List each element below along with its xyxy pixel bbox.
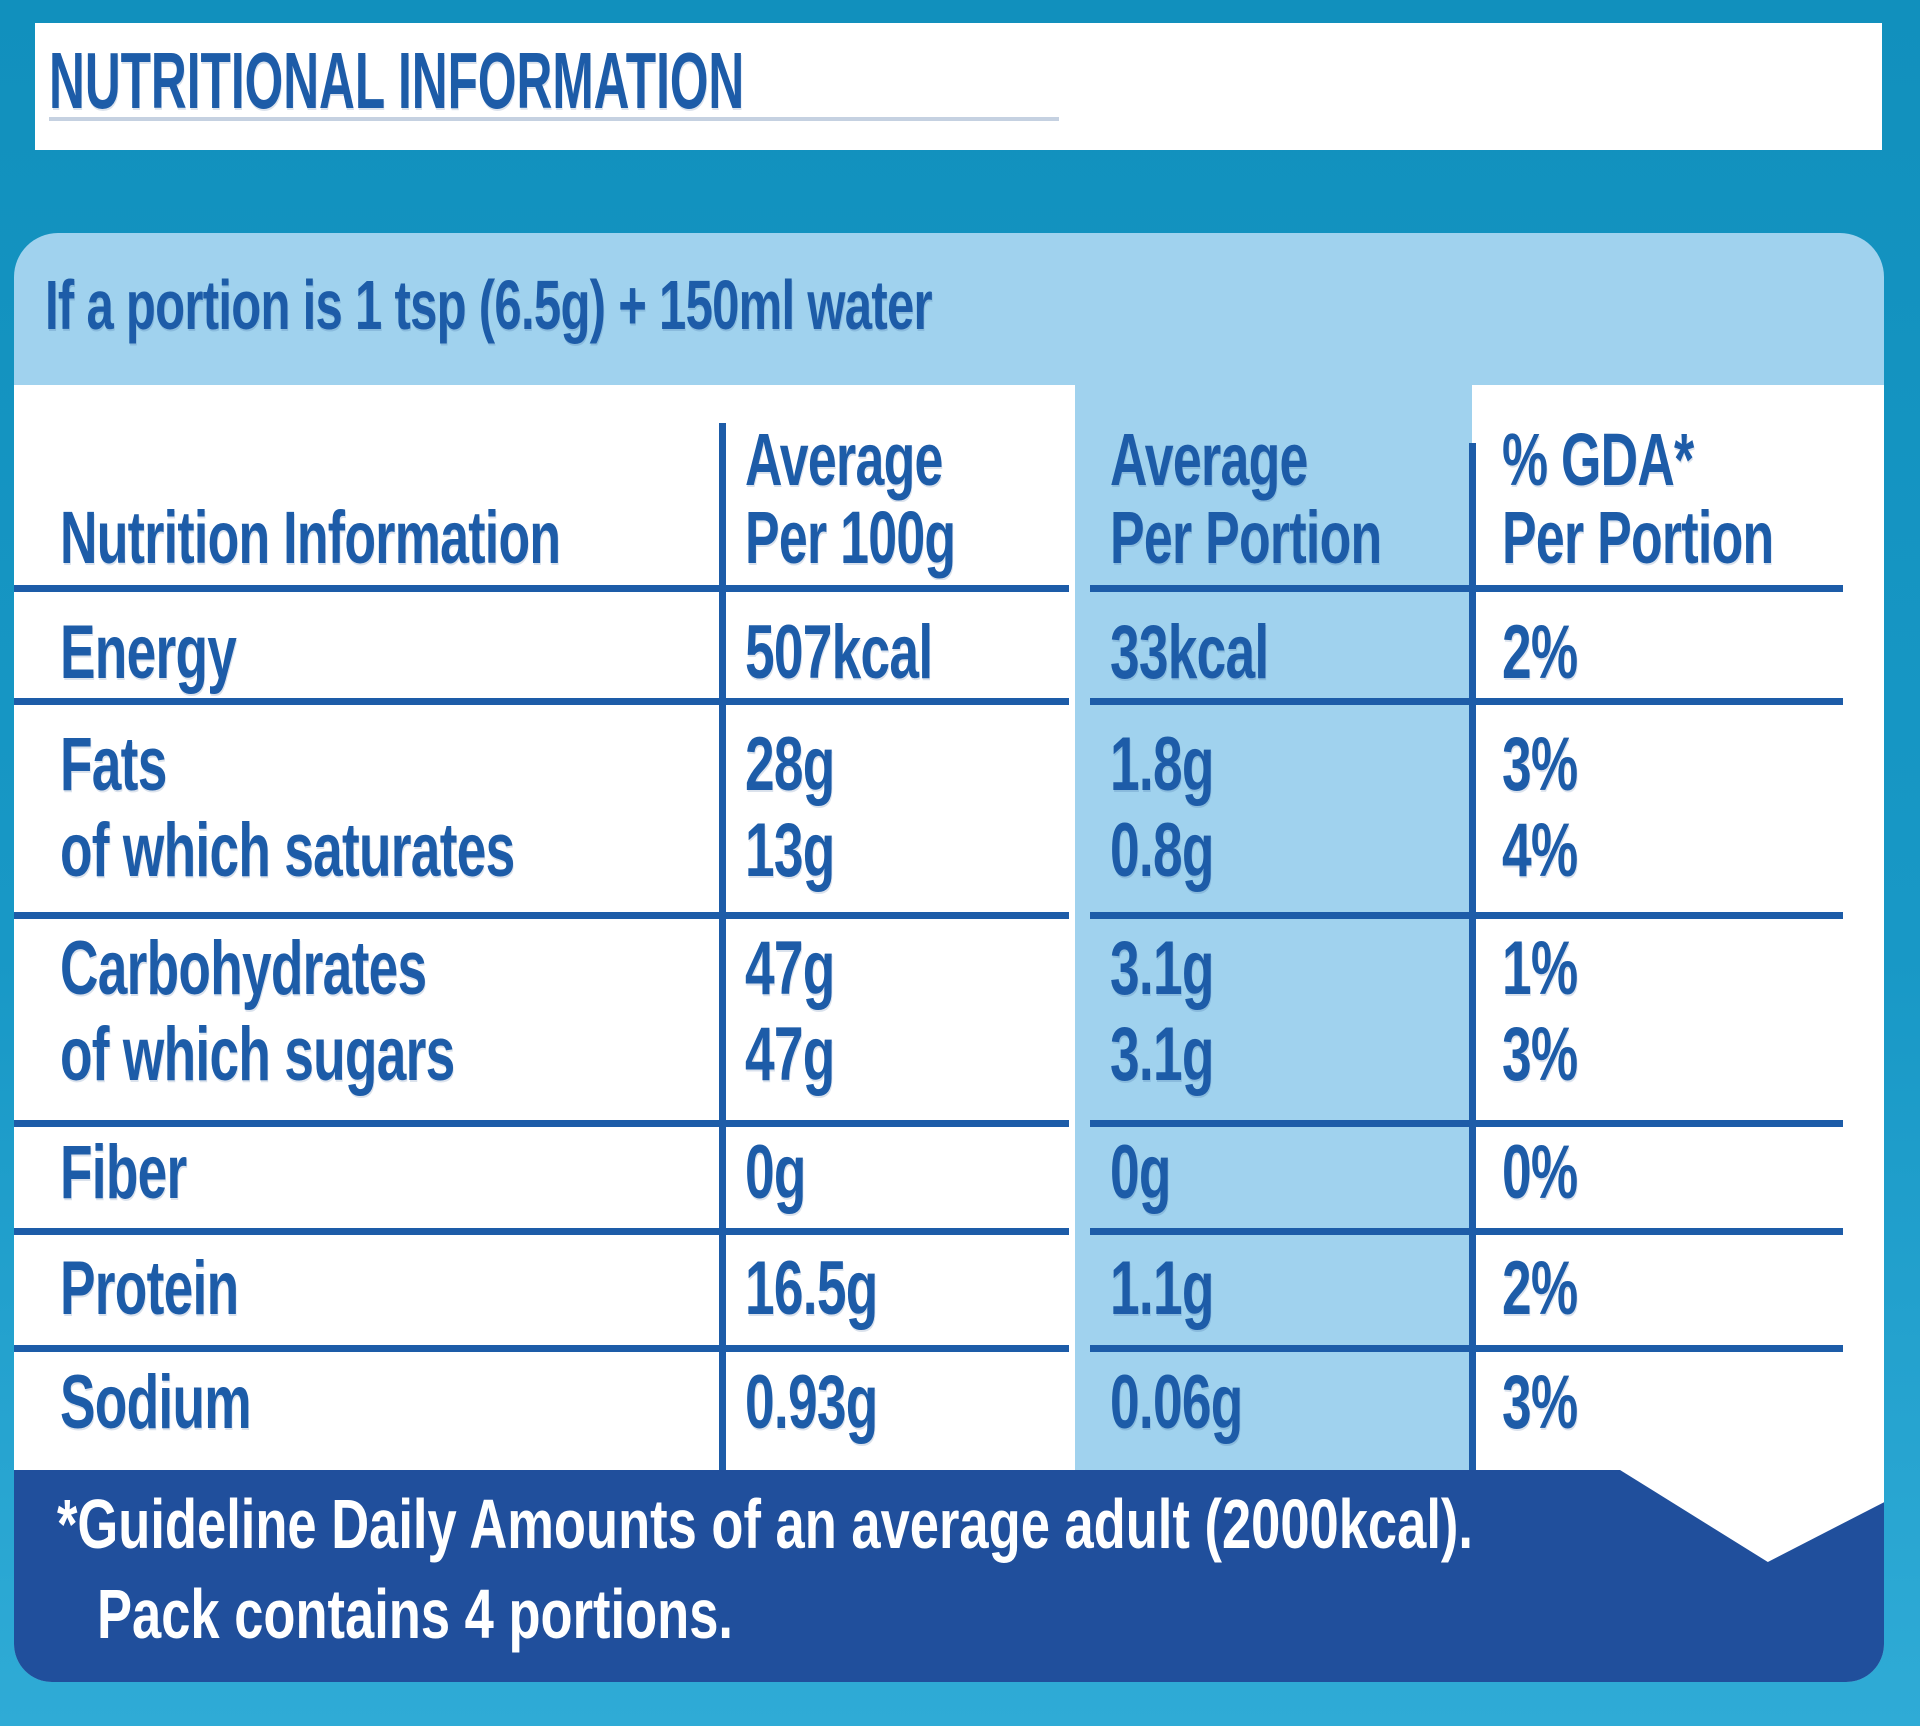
- row-sodium-per100: 0.93g: [745, 1360, 878, 1445]
- row-energy-portion: 33kcal: [1110, 610, 1269, 695]
- title-underline: [49, 117, 1059, 121]
- row-carbohydrates-per100: 47g: [745, 926, 835, 1011]
- row-sodium-name: Sodium: [60, 1360, 252, 1445]
- row-rule-protein-mid: [1090, 1345, 1469, 1352]
- footnote-line2: Pack contains 4 portions.: [97, 1575, 733, 1653]
- row-sugars-portion: 3.1g: [1110, 1012, 1214, 1097]
- row-sodium-portion: 0.06g: [1110, 1360, 1243, 1445]
- row-rule-protein-left: [14, 1345, 1069, 1352]
- row-rule-fiber-mid: [1090, 1228, 1469, 1235]
- row-saturates-gda: 4%: [1502, 808, 1578, 893]
- row-rule-fats-left: [14, 912, 1069, 919]
- row-sugars-gda: 3%: [1502, 1012, 1578, 1097]
- row-rule-fiber-right: [1476, 1228, 1843, 1235]
- row-fiber-portion: 0g: [1110, 1130, 1171, 1215]
- header-average-per-100g-line2: Per 100g: [745, 496, 956, 579]
- row-fats-name: Fats: [60, 722, 167, 807]
- page-title: NUTRITIONAL INFORMATION: [49, 36, 745, 125]
- row-rule-protein-right: [1476, 1345, 1843, 1352]
- row-energy-per100: 507kcal: [745, 610, 933, 695]
- row-rule-energy-left: [14, 698, 1069, 705]
- row-rule-header-mid: [1090, 585, 1469, 592]
- row-fats-portion: 1.8g: [1110, 722, 1214, 807]
- row-fiber-per100: 0g: [745, 1130, 806, 1215]
- row-fiber-name: Fiber: [60, 1130, 187, 1215]
- header-average-per-portion-line2: Per Portion: [1110, 496, 1382, 579]
- row-protein-per100: 16.5g: [745, 1246, 878, 1331]
- row-sodium-gda: 3%: [1502, 1360, 1578, 1445]
- row-rule-energy-mid: [1090, 698, 1469, 705]
- row-rule-fiber-left: [14, 1228, 1069, 1235]
- column-divider-per100: [719, 423, 726, 1470]
- header-average-per-100g-line1: Average: [745, 418, 943, 501]
- table-gda-white-area: [1472, 385, 1884, 1470]
- header-nutrition-information: Nutrition Information: [60, 496, 561, 579]
- portion-note: If a portion is 1 tsp (6.5g) + 150ml wat…: [45, 266, 933, 344]
- row-sugars-per100: 47g: [745, 1012, 835, 1097]
- row-protein-name: Protein: [60, 1246, 239, 1331]
- row-rule-header-right: [1476, 585, 1843, 592]
- title-bar: NUTRITIONAL INFORMATION: [35, 23, 1882, 150]
- row-carbohydrates-name: Carbohydrates: [60, 926, 427, 1011]
- row-rule-energy-right: [1476, 698, 1843, 705]
- gda-footnote-band: *Guideline Daily Amounts of an average a…: [14, 1470, 1884, 1682]
- row-protein-portion: 1.1g: [1110, 1246, 1214, 1331]
- row-rule-carbs-right: [1476, 1120, 1843, 1127]
- row-rule-carbs-left: [14, 1120, 1069, 1127]
- row-protein-gda: 2%: [1502, 1246, 1578, 1331]
- column-divider-gda: [1469, 443, 1476, 1470]
- footnote-line1: *Guideline Daily Amounts of an average a…: [57, 1485, 1473, 1563]
- row-energy-name: Energy: [60, 610, 237, 695]
- row-saturates-name: of which saturates: [60, 808, 515, 893]
- header-gda-per-portion-line1: % GDA*: [1502, 418, 1694, 501]
- row-rule-fats-right: [1476, 912, 1843, 919]
- row-carbohydrates-gda: 1%: [1502, 926, 1578, 1011]
- row-fats-gda: 3%: [1502, 722, 1578, 807]
- row-rule-carbs-mid: [1090, 1120, 1469, 1127]
- row-sugars-name: of which sugars: [60, 1012, 455, 1097]
- row-rule-header-left: [14, 585, 1069, 592]
- row-fiber-gda: 0%: [1502, 1130, 1578, 1215]
- row-energy-gda: 2%: [1502, 610, 1578, 695]
- row-saturates-portion: 0.8g: [1110, 808, 1214, 893]
- row-saturates-per100: 13g: [745, 808, 835, 893]
- header-gda-per-portion-line2: Per Portion: [1502, 496, 1774, 579]
- row-rule-fats-mid: [1090, 912, 1469, 919]
- row-carbohydrates-portion: 3.1g: [1110, 926, 1214, 1011]
- row-fats-per100: 28g: [745, 722, 835, 807]
- header-average-per-portion-line1: Average: [1110, 418, 1308, 501]
- table-left-white-area: [14, 385, 1075, 1470]
